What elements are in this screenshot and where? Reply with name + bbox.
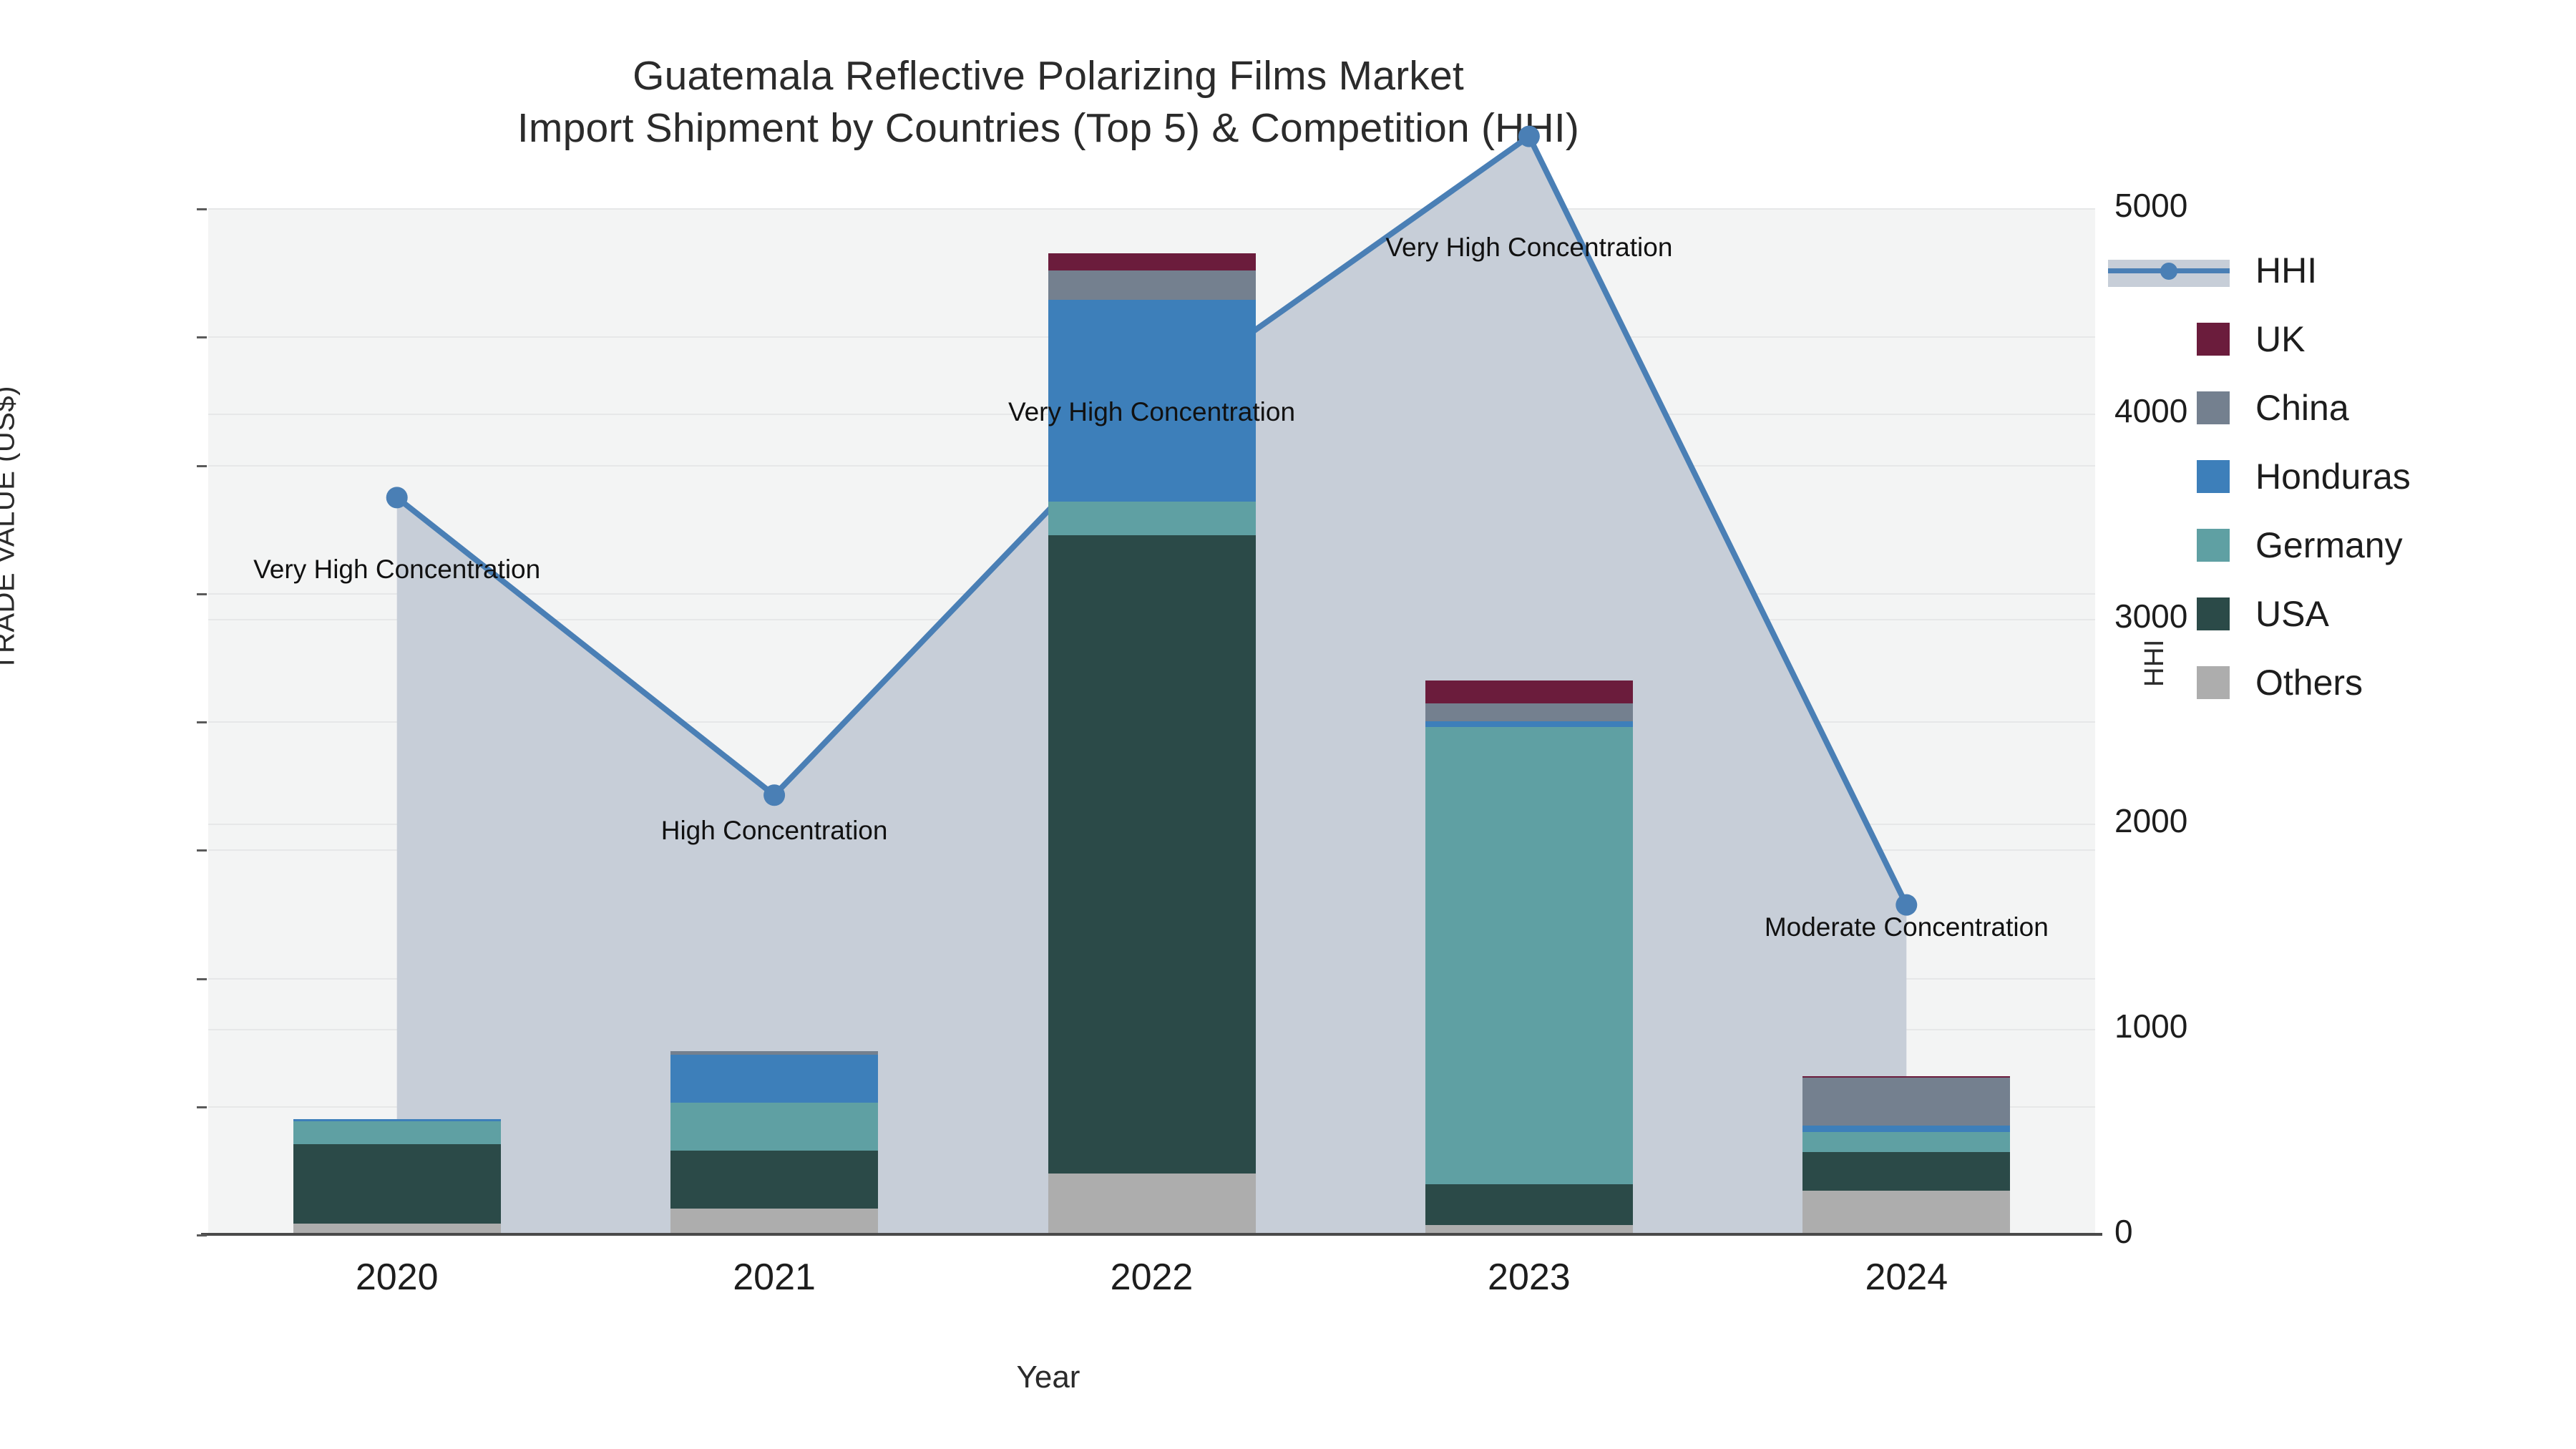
bar-segment-others-2022[interactable] — [1048, 1173, 1256, 1234]
legend-label: USA — [2255, 594, 2329, 634]
bar-segment-others-2023[interactable] — [1425, 1224, 1633, 1234]
x-tick-2021: 2021 — [733, 1257, 816, 1298]
bar-segment-germany-2021[interactable] — [670, 1103, 879, 1151]
y-tick-mark-left — [197, 208, 207, 210]
bar-segment-usa-2022[interactable] — [1048, 535, 1256, 1174]
x-axis-label: Year — [1016, 1360, 1080, 1395]
chart-title-line-2: Import Shipment by Countries (Top 5) & C… — [517, 104, 1580, 151]
legend-item-usa[interactable]: USA — [2197, 580, 2569, 648]
hhi-marker-2020[interactable] — [386, 487, 408, 509]
x-tick-2023: 2023 — [1488, 1257, 1571, 1298]
hhi-marker-2024[interactable] — [1896, 894, 1918, 916]
legend-swatch-icon — [2197, 666, 2230, 699]
x-tick-2020: 2020 — [355, 1257, 439, 1298]
legend-item-uk[interactable]: UK — [2197, 305, 2569, 374]
y-tick-mark-left — [197, 1106, 207, 1108]
hhi-markers-layer — [386, 125, 1918, 916]
legend-item-hhi[interactable]: HHI — [2108, 236, 2569, 305]
chart-title-line-1: Guatemala Reflective Polarizing Films Ma… — [633, 53, 1464, 99]
x-tick-2022: 2022 — [1110, 1257, 1194, 1298]
bar-segment-others-2020[interactable] — [293, 1223, 501, 1234]
bar-segment-uk-2023[interactable] — [1425, 680, 1633, 703]
bar-segment-usa-2024[interactable] — [1802, 1152, 2011, 1191]
y-tick-mark-left — [197, 464, 207, 467]
annotation-2022: Very High Concentration — [1008, 397, 1296, 426]
bar-segment-usa-2023[interactable] — [1425, 1184, 1633, 1225]
y-tick-right-3000: 3000 — [2114, 597, 2188, 635]
legend-swatch-icon — [2197, 460, 2230, 493]
legend-line-swatch-icon — [2108, 254, 2230, 287]
bar-stack-2024[interactable] — [1802, 208, 2011, 1234]
gridline-secondary — [208, 208, 2095, 210]
bar-segment-honduras-2022[interactable] — [1048, 300, 1256, 502]
hhi-marker-2021[interactable] — [763, 784, 786, 806]
bar-segment-usa-2020[interactable] — [293, 1143, 501, 1224]
bar-segment-germany-2022[interactable] — [1048, 502, 1256, 536]
y-tick-right-2000: 2000 — [2114, 802, 2188, 840]
legend-item-honduras[interactable]: Honduras — [2197, 442, 2569, 511]
bar-stack-2023[interactable] — [1425, 208, 1633, 1234]
y-tick-mark-left — [197, 721, 207, 723]
legend-label: UK — [2255, 319, 2306, 359]
bar-segment-germany-2020[interactable] — [293, 1121, 501, 1144]
bar-segment-germany-2023[interactable] — [1425, 727, 1633, 1185]
legend-label: HHI — [2255, 250, 2318, 291]
bar-segment-honduras-2024[interactable] — [1802, 1125, 2011, 1133]
bar-segment-honduras-2023[interactable] — [1425, 721, 1633, 728]
y-tick-mark-left — [197, 336, 207, 339]
bar-segment-honduras-2020[interactable] — [293, 1118, 501, 1122]
annotation-2021: High Concentration — [660, 816, 888, 845]
bar-segment-china-2021[interactable] — [670, 1050, 879, 1055]
y-tick-right-4000: 4000 — [2114, 391, 2188, 429]
legend-item-china[interactable]: China — [2197, 374, 2569, 442]
legend-item-others[interactable]: Others — [2197, 648, 2569, 717]
x-axis-line — [201, 1233, 2102, 1236]
bar-segment-china-2023[interactable] — [1425, 703, 1633, 721]
bar-stack-2021[interactable] — [670, 208, 879, 1234]
chart-title: Guatemala Reflective Polarizing Films Ma… — [0, 50, 2097, 155]
legend-swatch-icon — [2197, 597, 2230, 630]
hhi-marker-2023[interactable] — [1518, 125, 1540, 147]
legend-label: China — [2255, 388, 2349, 428]
legend-label: Germany — [2255, 525, 2403, 565]
bar-segment-china-2022[interactable] — [1048, 270, 1256, 301]
y-tick-mark-left — [197, 592, 207, 595]
y-tick-mark-left — [197, 849, 207, 852]
annotation-2020: Very High Concentration — [253, 555, 541, 584]
y-axis-right-label: HHI — [2140, 639, 2170, 687]
bar-segment-others-2024[interactable] — [1802, 1191, 2011, 1234]
y-tick-mark-left — [197, 1234, 207, 1236]
legend-label: Others — [2255, 663, 2363, 703]
bar-segment-uk-2022[interactable] — [1048, 253, 1256, 270]
legend-label: Honduras — [2255, 457, 2411, 497]
chart-legend: HHI UK China Honduras Germany USA Others — [2108, 236, 2569, 717]
bar-segment-honduras-2021[interactable] — [670, 1055, 879, 1103]
y-tick-right-5000: 5000 — [2114, 187, 2188, 224]
y-tick-right-0: 0 — [2114, 1213, 2133, 1250]
bar-segment-germany-2024[interactable] — [1802, 1132, 2011, 1153]
bar-segment-others-2021[interactable] — [670, 1209, 879, 1234]
bar-segment-china-2024[interactable] — [1802, 1078, 2011, 1126]
x-tick-2024: 2024 — [1865, 1257, 1948, 1298]
legend-swatch-icon — [2197, 529, 2230, 562]
y-axis-left-label: TRADE VALUE (US$) — [0, 386, 21, 671]
bar-segment-usa-2021[interactable] — [670, 1151, 879, 1209]
bar-segment-uk-2024[interactable] — [1802, 1075, 2011, 1078]
bar-stack-2022[interactable] — [1048, 208, 1256, 1234]
y-tick-right-1000: 1000 — [2114, 1008, 2188, 1045]
bar-stack-2020[interactable] — [293, 208, 501, 1234]
y-tick-mark-left — [197, 977, 207, 980]
annotation-2023: Very High Concentration — [1385, 233, 1673, 262]
legend-swatch-icon — [2197, 391, 2230, 424]
legend-item-germany[interactable]: Germany — [2197, 511, 2569, 580]
annotation-2024: Moderate Concentration — [1764, 912, 2049, 942]
legend-swatch-icon — [2197, 323, 2230, 356]
